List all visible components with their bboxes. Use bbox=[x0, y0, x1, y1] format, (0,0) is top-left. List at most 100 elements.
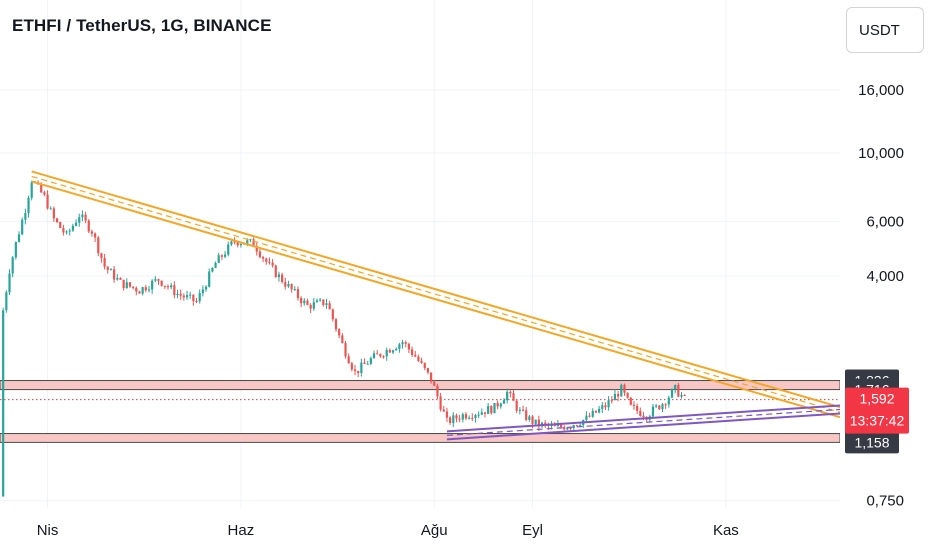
candle-body bbox=[521, 409, 525, 411]
candle-body bbox=[147, 289, 151, 291]
candle-body bbox=[271, 262, 274, 266]
candle-body bbox=[683, 395, 686, 397]
candle-body bbox=[515, 400, 518, 411]
candle-body bbox=[170, 285, 173, 288]
candle-body bbox=[439, 396, 442, 410]
candle-body bbox=[477, 414, 480, 416]
candle-body bbox=[201, 289, 204, 294]
x-tick-label: Nis bbox=[37, 522, 59, 539]
candle-body bbox=[122, 279, 125, 289]
candle-body bbox=[277, 274, 281, 278]
candle-body bbox=[14, 241, 17, 258]
price-label-text: 1,158 bbox=[854, 434, 889, 450]
candle-body bbox=[71, 225, 75, 231]
candle-body bbox=[287, 284, 290, 287]
candle-body bbox=[366, 363, 369, 365]
candle-body bbox=[268, 261, 271, 263]
candle-body bbox=[78, 217, 81, 223]
candle-body bbox=[401, 342, 404, 345]
candle-body bbox=[509, 391, 512, 394]
candle-body bbox=[518, 409, 521, 411]
candle-body bbox=[30, 182, 33, 198]
candle-body bbox=[372, 353, 376, 359]
candle-body bbox=[179, 293, 182, 296]
candle-body bbox=[379, 354, 382, 357]
candle-body bbox=[208, 271, 211, 287]
candle-body bbox=[176, 293, 179, 296]
resistance-trendline-upper bbox=[31, 170, 841, 409]
candle-body bbox=[74, 222, 78, 226]
candle-body bbox=[300, 298, 303, 304]
candle-body bbox=[506, 391, 509, 401]
candle-body bbox=[597, 408, 601, 413]
candle-body bbox=[290, 284, 293, 290]
candle-body bbox=[132, 286, 135, 288]
candle-body bbox=[420, 360, 423, 363]
currency-button[interactable]: USDT bbox=[846, 7, 924, 53]
candle-body bbox=[651, 406, 655, 417]
candle-body bbox=[531, 416, 534, 424]
candle-body bbox=[331, 309, 334, 320]
candle-body bbox=[537, 419, 540, 427]
candle-body bbox=[528, 416, 531, 420]
candle-body bbox=[569, 427, 572, 429]
candle-body bbox=[623, 384, 626, 393]
y-tick-label: 16,000 bbox=[858, 82, 904, 99]
candle-body bbox=[227, 244, 230, 255]
candle-body bbox=[100, 253, 103, 258]
candle-body bbox=[81, 214, 84, 218]
candle-body bbox=[211, 267, 214, 272]
candle-body bbox=[388, 349, 391, 353]
candle-body bbox=[610, 400, 613, 402]
candle-body bbox=[385, 349, 388, 357]
candle-body bbox=[106, 266, 109, 270]
candle-body bbox=[423, 362, 426, 369]
resistance-trendline bbox=[31, 170, 841, 419]
y-tick-label: 10,000 bbox=[858, 145, 904, 162]
candle-body bbox=[21, 219, 24, 235]
candle-body bbox=[655, 405, 658, 407]
candle-body bbox=[11, 257, 14, 274]
candle-body bbox=[296, 289, 300, 299]
candle-body bbox=[620, 384, 623, 397]
candle-body bbox=[52, 208, 55, 219]
support-trendline-mid bbox=[446, 408, 841, 436]
x-tick-label: Kas bbox=[713, 522, 739, 539]
candle-body bbox=[185, 295, 189, 298]
candle-body bbox=[369, 358, 372, 364]
candle-body bbox=[670, 389, 674, 398]
candle-body bbox=[160, 280, 163, 286]
candle-body bbox=[594, 410, 598, 413]
candle-body bbox=[499, 403, 502, 407]
candle-body bbox=[344, 343, 347, 357]
candle-body bbox=[601, 405, 604, 409]
candle-body bbox=[265, 258, 268, 262]
candle-body bbox=[97, 237, 100, 254]
candle-body bbox=[230, 241, 233, 245]
candle-body bbox=[192, 294, 195, 302]
candle-body bbox=[613, 394, 617, 401]
candle-body bbox=[626, 392, 629, 398]
candle-body bbox=[17, 234, 21, 242]
candle-body bbox=[59, 222, 62, 229]
x-tick-label: Ağu bbox=[421, 522, 448, 539]
candle-body bbox=[312, 302, 315, 309]
candle-body bbox=[585, 415, 588, 420]
candle-body bbox=[382, 356, 385, 358]
candle-body bbox=[667, 397, 670, 405]
candle-body bbox=[40, 183, 43, 193]
x-tick-label: Haz bbox=[228, 522, 255, 539]
candle-body bbox=[325, 303, 328, 305]
candle-body bbox=[404, 342, 407, 344]
time-axis-bg bbox=[0, 508, 840, 550]
candle-body bbox=[252, 239, 255, 247]
candle-body bbox=[135, 287, 138, 292]
candle-body bbox=[214, 262, 217, 268]
candle-body bbox=[452, 415, 455, 424]
candle-body bbox=[90, 231, 94, 234]
candle-body bbox=[391, 350, 395, 353]
candle-body bbox=[49, 208, 52, 210]
countdown-timer: 13:37:42 bbox=[850, 413, 905, 429]
